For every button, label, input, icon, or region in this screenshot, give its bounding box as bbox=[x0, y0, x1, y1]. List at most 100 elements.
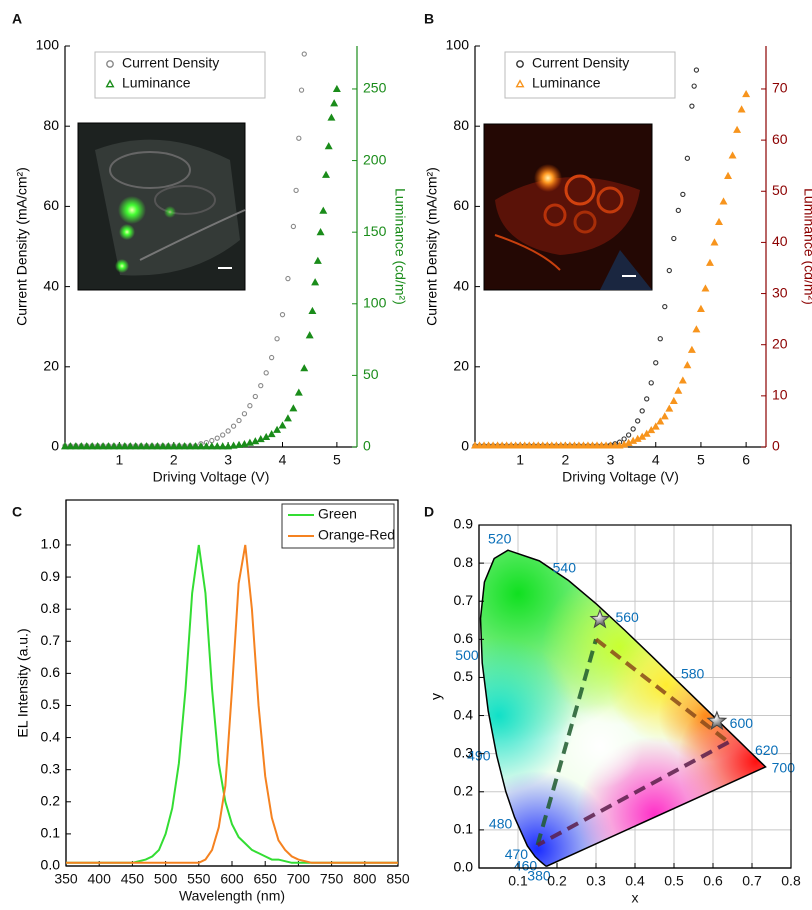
data-point bbox=[61, 442, 69, 450]
x-tick-label: 5 bbox=[333, 452, 341, 468]
data-point bbox=[196, 442, 205, 450]
legend-box bbox=[281, 503, 395, 549]
data-point bbox=[642, 429, 651, 437]
y-tick-label: 0.9 bbox=[41, 568, 61, 584]
data-point bbox=[220, 432, 226, 438]
data-point bbox=[262, 432, 271, 441]
data-point bbox=[224, 442, 233, 450]
data-point bbox=[256, 434, 265, 443]
y-tick-label: 40 bbox=[43, 277, 59, 293]
data-point bbox=[733, 125, 742, 133]
data-point bbox=[742, 89, 751, 98]
data-point bbox=[164, 442, 173, 450]
data-point bbox=[660, 412, 669, 420]
y-tick-label: 0.2 bbox=[454, 782, 474, 798]
y2-tick-label: 0 bbox=[772, 438, 780, 454]
legend-label: Luminance bbox=[532, 75, 601, 91]
series-line bbox=[66, 544, 398, 864]
wavelength-label: 540 bbox=[553, 560, 577, 576]
x-tick-label: 6 bbox=[742, 452, 750, 468]
y-axis-label: y bbox=[428, 693, 444, 700]
y-tick-label: 0.5 bbox=[41, 696, 61, 712]
wavelength-label: 480 bbox=[489, 816, 513, 832]
panel-label: A bbox=[12, 11, 22, 27]
y-tick-label: 20 bbox=[43, 358, 59, 374]
wavelength-label: 580 bbox=[681, 666, 705, 682]
wavelength-label: 460 bbox=[514, 858, 538, 874]
data-point bbox=[71, 442, 80, 450]
data-point bbox=[115, 442, 124, 450]
data-point bbox=[88, 442, 97, 450]
data-point bbox=[724, 171, 733, 179]
data-point bbox=[230, 423, 237, 429]
y-tick-label: 0 bbox=[51, 438, 59, 454]
legend-label: Orange-Red bbox=[318, 527, 395, 543]
data-point bbox=[180, 442, 189, 450]
x-tick-label: 3 bbox=[224, 452, 232, 468]
y2-tick-label: 0 bbox=[363, 438, 371, 454]
data-point bbox=[104, 442, 113, 450]
data-point bbox=[229, 441, 238, 449]
inset-photo-orange bbox=[483, 123, 653, 291]
legend-marker bbox=[515, 79, 525, 88]
y-tick-label: 0.7 bbox=[41, 632, 61, 648]
data-point bbox=[625, 432, 632, 438]
x-tick-label: 4 bbox=[279, 452, 287, 468]
data-point bbox=[252, 393, 258, 400]
data-point bbox=[93, 442, 102, 450]
data-point bbox=[705, 258, 714, 266]
data-point bbox=[305, 331, 314, 339]
data-point bbox=[274, 336, 280, 342]
y-tick-label: 0.6 bbox=[41, 664, 61, 680]
gamut-segment bbox=[535, 638, 598, 846]
y2-tick-label: 50 bbox=[772, 182, 788, 198]
x-tick-label: 700 bbox=[287, 871, 311, 887]
data-point bbox=[66, 442, 75, 450]
data-point bbox=[263, 370, 269, 376]
x-tick-label: 0.2 bbox=[547, 873, 567, 889]
data-point bbox=[689, 103, 695, 109]
data-point bbox=[313, 256, 322, 264]
data-point bbox=[289, 404, 298, 412]
data-point bbox=[324, 142, 333, 150]
data-point bbox=[691, 83, 697, 89]
data-point bbox=[630, 426, 636, 432]
data-point bbox=[293, 187, 299, 194]
y2-tick-label: 60 bbox=[772, 131, 788, 147]
data-point bbox=[680, 191, 686, 198]
x-tick-label: 0.7 bbox=[742, 873, 762, 889]
data-point bbox=[169, 442, 178, 450]
data-point bbox=[671, 235, 677, 242]
data-point bbox=[316, 228, 325, 236]
y2-tick-label: 200 bbox=[363, 151, 387, 167]
fill-blob bbox=[557, 703, 643, 789]
x-axis-label: Driving Voltage (V) bbox=[153, 469, 270, 485]
data-point bbox=[294, 388, 303, 396]
y-tick-label: 0.3 bbox=[454, 744, 474, 760]
gamut-segment bbox=[536, 740, 730, 847]
wavelength-label: 620 bbox=[755, 742, 779, 758]
x-tick-label: 600 bbox=[220, 871, 244, 887]
data-point bbox=[225, 428, 231, 434]
x-tick-label: 0.3 bbox=[586, 873, 606, 889]
data-point bbox=[214, 435, 220, 441]
data-point bbox=[186, 442, 195, 450]
y-tick-label: 60 bbox=[43, 197, 59, 213]
y2-tick-label: 250 bbox=[363, 80, 387, 96]
data-point bbox=[245, 438, 254, 446]
legend-label: Luminance bbox=[122, 75, 191, 91]
data-point bbox=[678, 376, 687, 384]
y-tick-label: 0.7 bbox=[454, 592, 474, 608]
y2-tick-label: 100 bbox=[363, 294, 387, 310]
data-point bbox=[137, 442, 146, 450]
y2-tick-label: 30 bbox=[772, 284, 788, 300]
data-point bbox=[684, 155, 691, 161]
data-point bbox=[82, 442, 91, 450]
panel-label: D bbox=[424, 504, 434, 520]
spectral-locus bbox=[479, 549, 767, 867]
data-point bbox=[236, 417, 242, 424]
data-point bbox=[322, 170, 330, 178]
data-point bbox=[719, 197, 728, 205]
y-tick-label: 0.2 bbox=[41, 792, 61, 808]
